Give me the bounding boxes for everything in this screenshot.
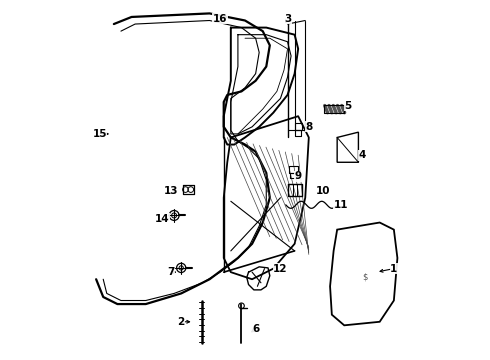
Text: 10: 10 [316, 186, 330, 195]
Text: $: $ [362, 273, 368, 282]
Text: 16: 16 [213, 14, 227, 24]
Text: 13: 13 [163, 186, 178, 195]
Text: 15: 15 [93, 129, 107, 139]
Text: 11: 11 [334, 200, 348, 210]
Text: 12: 12 [273, 264, 288, 274]
Text: 14: 14 [154, 214, 169, 224]
Text: 1: 1 [390, 264, 397, 274]
Text: 7: 7 [167, 267, 174, 277]
Text: 2: 2 [177, 317, 185, 327]
Text: 9: 9 [294, 171, 302, 181]
Text: 8: 8 [305, 122, 313, 132]
Text: 6: 6 [252, 324, 259, 334]
Text: 4: 4 [358, 150, 366, 160]
Text: 3: 3 [284, 14, 291, 24]
Text: 5: 5 [344, 100, 351, 111]
